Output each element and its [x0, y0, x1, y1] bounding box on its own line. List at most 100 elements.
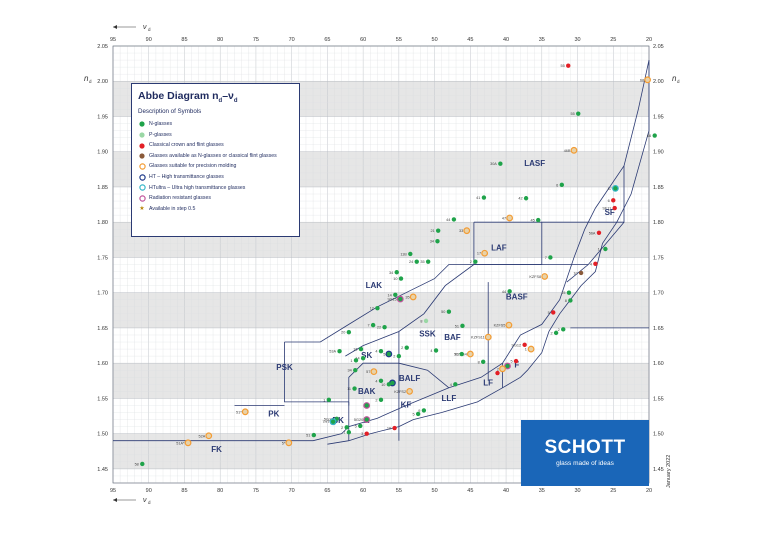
region-label: SK	[361, 351, 372, 360]
glass-point	[346, 430, 352, 435]
glass-point	[386, 382, 392, 387]
y-axis-label-sub-right: d	[677, 79, 680, 84]
region-label: LAK	[366, 281, 383, 290]
y-tick-right: 1.55	[653, 396, 664, 402]
legend-item: P-glasses	[138, 130, 293, 141]
x-tick-bottom: 75	[253, 488, 259, 494]
region-boundary	[327, 60, 650, 445]
glass-point	[480, 359, 486, 364]
glass-point	[446, 309, 452, 314]
region-label: F	[514, 360, 519, 369]
x-tick-top: 60	[360, 37, 366, 43]
glass-point	[612, 205, 617, 211]
glass-point	[553, 330, 559, 336]
glass-point	[393, 292, 398, 298]
glass-point	[522, 342, 527, 348]
glass-point	[603, 246, 608, 252]
logo-tagline: glass made of ideas	[556, 460, 614, 467]
x-tick-top: 70	[289, 37, 295, 43]
legend-symbol-icon	[138, 130, 146, 141]
glass-point-label: 11	[347, 387, 351, 391]
y-axis-label-sub: d	[89, 79, 92, 84]
glass-point	[453, 382, 458, 387]
glass-point-label: 10	[393, 277, 397, 281]
region-label: FK	[211, 445, 222, 454]
region-label: KF	[401, 401, 412, 410]
glass-point-label: 55	[571, 112, 575, 116]
legend-item: Classical crown and flint glasses	[138, 140, 293, 151]
glass-point-label: 35	[420, 260, 424, 264]
glass-point	[311, 432, 317, 438]
glass-point-label: 8	[478, 360, 480, 364]
glass-point-ring	[406, 387, 413, 395]
region-label: BK	[332, 416, 344, 425]
legend-symbol-icon	[138, 183, 146, 194]
glass-point-label: 2	[375, 398, 377, 402]
glass-point-label: 44	[502, 290, 506, 294]
glass-point-label: 1	[525, 348, 527, 352]
legend-label: Available in step 0.5	[149, 205, 196, 212]
axis-ticks: 9595909085858080757570706565606055555050…	[97, 37, 663, 494]
glass-point	[415, 411, 421, 417]
y-tick-left: 1.55	[97, 396, 108, 402]
x-tick-bottom: 40	[503, 488, 509, 494]
glass-point	[576, 111, 581, 116]
x-axis-label-sub: d	[148, 27, 151, 32]
region-label: LAF	[491, 243, 507, 252]
x-tick-top: 55	[396, 37, 402, 43]
glass-point-label: 15	[561, 291, 565, 295]
region-boundary	[398, 362, 450, 389]
glass-point-label: 9G15	[387, 298, 396, 302]
glass-point-label: 21	[430, 229, 434, 233]
glass-region-labels: LASF SF LAF LAK BASF SSK BAF SK PSK BALF LF F BAK LLF…	[211, 159, 615, 454]
glass-point-label: 24	[409, 260, 413, 264]
glass-point-label: 2	[401, 346, 403, 350]
glass-point	[396, 353, 402, 359]
glass-point-label: 5	[383, 353, 385, 357]
glass-point	[353, 358, 359, 363]
region-label: LF	[483, 379, 493, 388]
glass-point-label: 5*	[282, 441, 286, 445]
y-tick-right: 1.90	[653, 150, 664, 156]
glass-point	[473, 259, 478, 264]
glass-point-label: 5G20	[354, 418, 363, 422]
glass-point-ring	[504, 362, 511, 370]
x-axis-title-top: ν d	[113, 24, 151, 32]
glass-point-label: 2	[341, 426, 343, 430]
glass-point	[460, 323, 465, 329]
region-label: BALF	[399, 374, 420, 383]
glass-point	[378, 378, 384, 383]
glass-point-ring	[385, 350, 393, 358]
glass-point-label: 51A*	[176, 441, 185, 445]
region-boundary	[284, 342, 349, 403]
glass-point	[495, 370, 500, 376]
x-tick-top: 80	[217, 37, 223, 43]
glass-point-label: 52A	[198, 434, 205, 438]
y-tick-right: 1.95	[653, 114, 664, 120]
x-tick-top: 30	[574, 37, 580, 43]
x-tick-top: 45	[467, 37, 473, 43]
glass-point	[566, 290, 572, 295]
glass-point-label: SG12	[511, 343, 521, 347]
glass-point	[481, 195, 487, 200]
glass-point	[551, 310, 556, 315]
glass-point	[451, 217, 457, 222]
y-tick-right: 1.60	[653, 361, 664, 367]
x-tick-top: 50	[432, 37, 438, 43]
glass-point-label: 42	[518, 197, 522, 201]
legend-symbol-icon: ★	[139, 205, 145, 212]
glass-point-label: 2	[393, 355, 395, 359]
glass-point-label: 14	[598, 247, 602, 251]
x-tick-bottom: 35	[539, 488, 545, 494]
legend-symbol-icon	[138, 119, 146, 130]
glass-point	[523, 196, 529, 201]
glass-point-label: 34	[389, 271, 393, 275]
glass-point-label: 58	[135, 462, 139, 466]
x-tick-bottom: 30	[574, 488, 580, 494]
glass-point-label: KZFS2	[394, 390, 406, 394]
legend-symbol-icon	[138, 151, 146, 162]
x-tick-top: 90	[146, 37, 152, 43]
y-axis-title-left: n d	[84, 74, 92, 84]
legend-label: Radiation resistant glasses	[149, 195, 211, 202]
